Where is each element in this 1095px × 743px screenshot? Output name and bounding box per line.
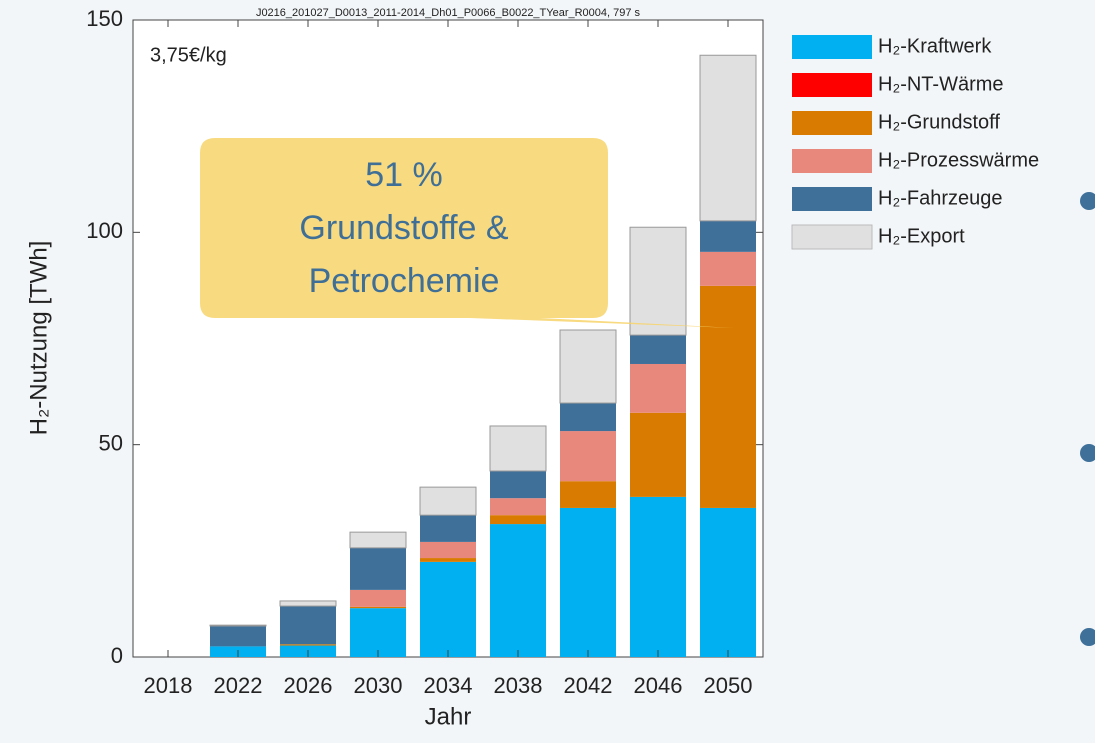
bar-segment [490, 515, 546, 525]
legend-label: H₂-NT-Wärme [878, 73, 1004, 95]
y-axis-label: H₂-Nutzung [TWh] [25, 241, 52, 436]
bar-segment [700, 251, 756, 286]
callout-text: Grundstoffe & [299, 209, 508, 247]
legend-swatch [792, 35, 872, 59]
legend-swatch [792, 73, 872, 97]
legend-swatch [792, 149, 872, 173]
x-axis-label: Jahr [425, 703, 472, 730]
bar-segment [349, 531, 407, 549]
x-tick-label: 2030 [354, 673, 403, 698]
bar-segment [280, 644, 336, 646]
chart-title: J0216_201027_D0013_2011-2014_Dh01_P0066_… [256, 7, 641, 19]
bar-segment [420, 515, 476, 542]
bar-segment [630, 412, 686, 497]
bar-segment [630, 496, 686, 657]
bar-segment [350, 608, 406, 657]
bar-segment [700, 507, 756, 657]
x-tick-label: 2038 [494, 673, 543, 698]
bar-segment [350, 606, 406, 609]
x-tick-label: 2018 [144, 673, 193, 698]
bar-segment [350, 547, 406, 590]
bar-segment [420, 561, 476, 657]
legend-label: H₂-Fahrzeuge [878, 187, 1002, 209]
callout-text: Petrochemie [309, 262, 500, 300]
x-tick-label: 2034 [424, 673, 473, 698]
x-tick-label: 2046 [634, 673, 683, 698]
bar-segment [699, 54, 757, 222]
legend-swatch [792, 111, 872, 135]
bar-segment [630, 363, 686, 413]
bar-segment [560, 431, 616, 482]
bar-segment [420, 558, 476, 562]
callout-box [200, 138, 735, 328]
x-tick-label: 2042 [564, 673, 613, 698]
bar-segment [560, 481, 616, 508]
bar-segment [629, 226, 687, 336]
bar-segment [560, 507, 616, 657]
x-tick-label: 2050 [704, 673, 753, 698]
bar-segment [560, 403, 616, 432]
bar-segment [490, 524, 546, 657]
bar-segment [350, 589, 406, 607]
bullet [1080, 444, 1095, 462]
bar-segment [490, 470, 546, 499]
bar-segment [559, 329, 617, 404]
bar-segment [490, 498, 546, 516]
legend-label: H₂-Kraftwerk [878, 35, 992, 57]
bar-segment [209, 624, 267, 627]
legend-label: H₂-Prozesswärme [878, 149, 1039, 171]
legend-swatch [791, 224, 873, 250]
bar-segment [700, 220, 756, 252]
bar-segment [630, 335, 686, 364]
bar-segment [419, 486, 477, 516]
bar-segment [700, 285, 756, 508]
bar-segment [420, 541, 476, 559]
legend-label: H₂-Export [878, 225, 965, 247]
bar-segment [279, 600, 337, 607]
annotation: 3,75€/kg [150, 44, 227, 66]
bar-segment [280, 606, 336, 645]
y-tick-label: 150 [86, 6, 123, 31]
y-tick-label: 0 [111, 643, 123, 668]
bar-segment [210, 625, 266, 647]
x-tick-label: 2026 [284, 673, 333, 698]
legend-swatch [792, 187, 872, 211]
callout: 51 % Grundstoffe & Petrochemie [200, 138, 735, 328]
bullet [1080, 628, 1095, 646]
legend-label: H₂-Grundstoff [878, 111, 1000, 133]
bar-segment [489, 425, 547, 472]
y-tick-label: 50 [99, 430, 123, 455]
x-tick-label: 2022 [214, 673, 263, 698]
y-tick-label: 100 [86, 218, 123, 243]
callout-text: 51 % [365, 156, 443, 194]
bullet [1080, 192, 1095, 210]
